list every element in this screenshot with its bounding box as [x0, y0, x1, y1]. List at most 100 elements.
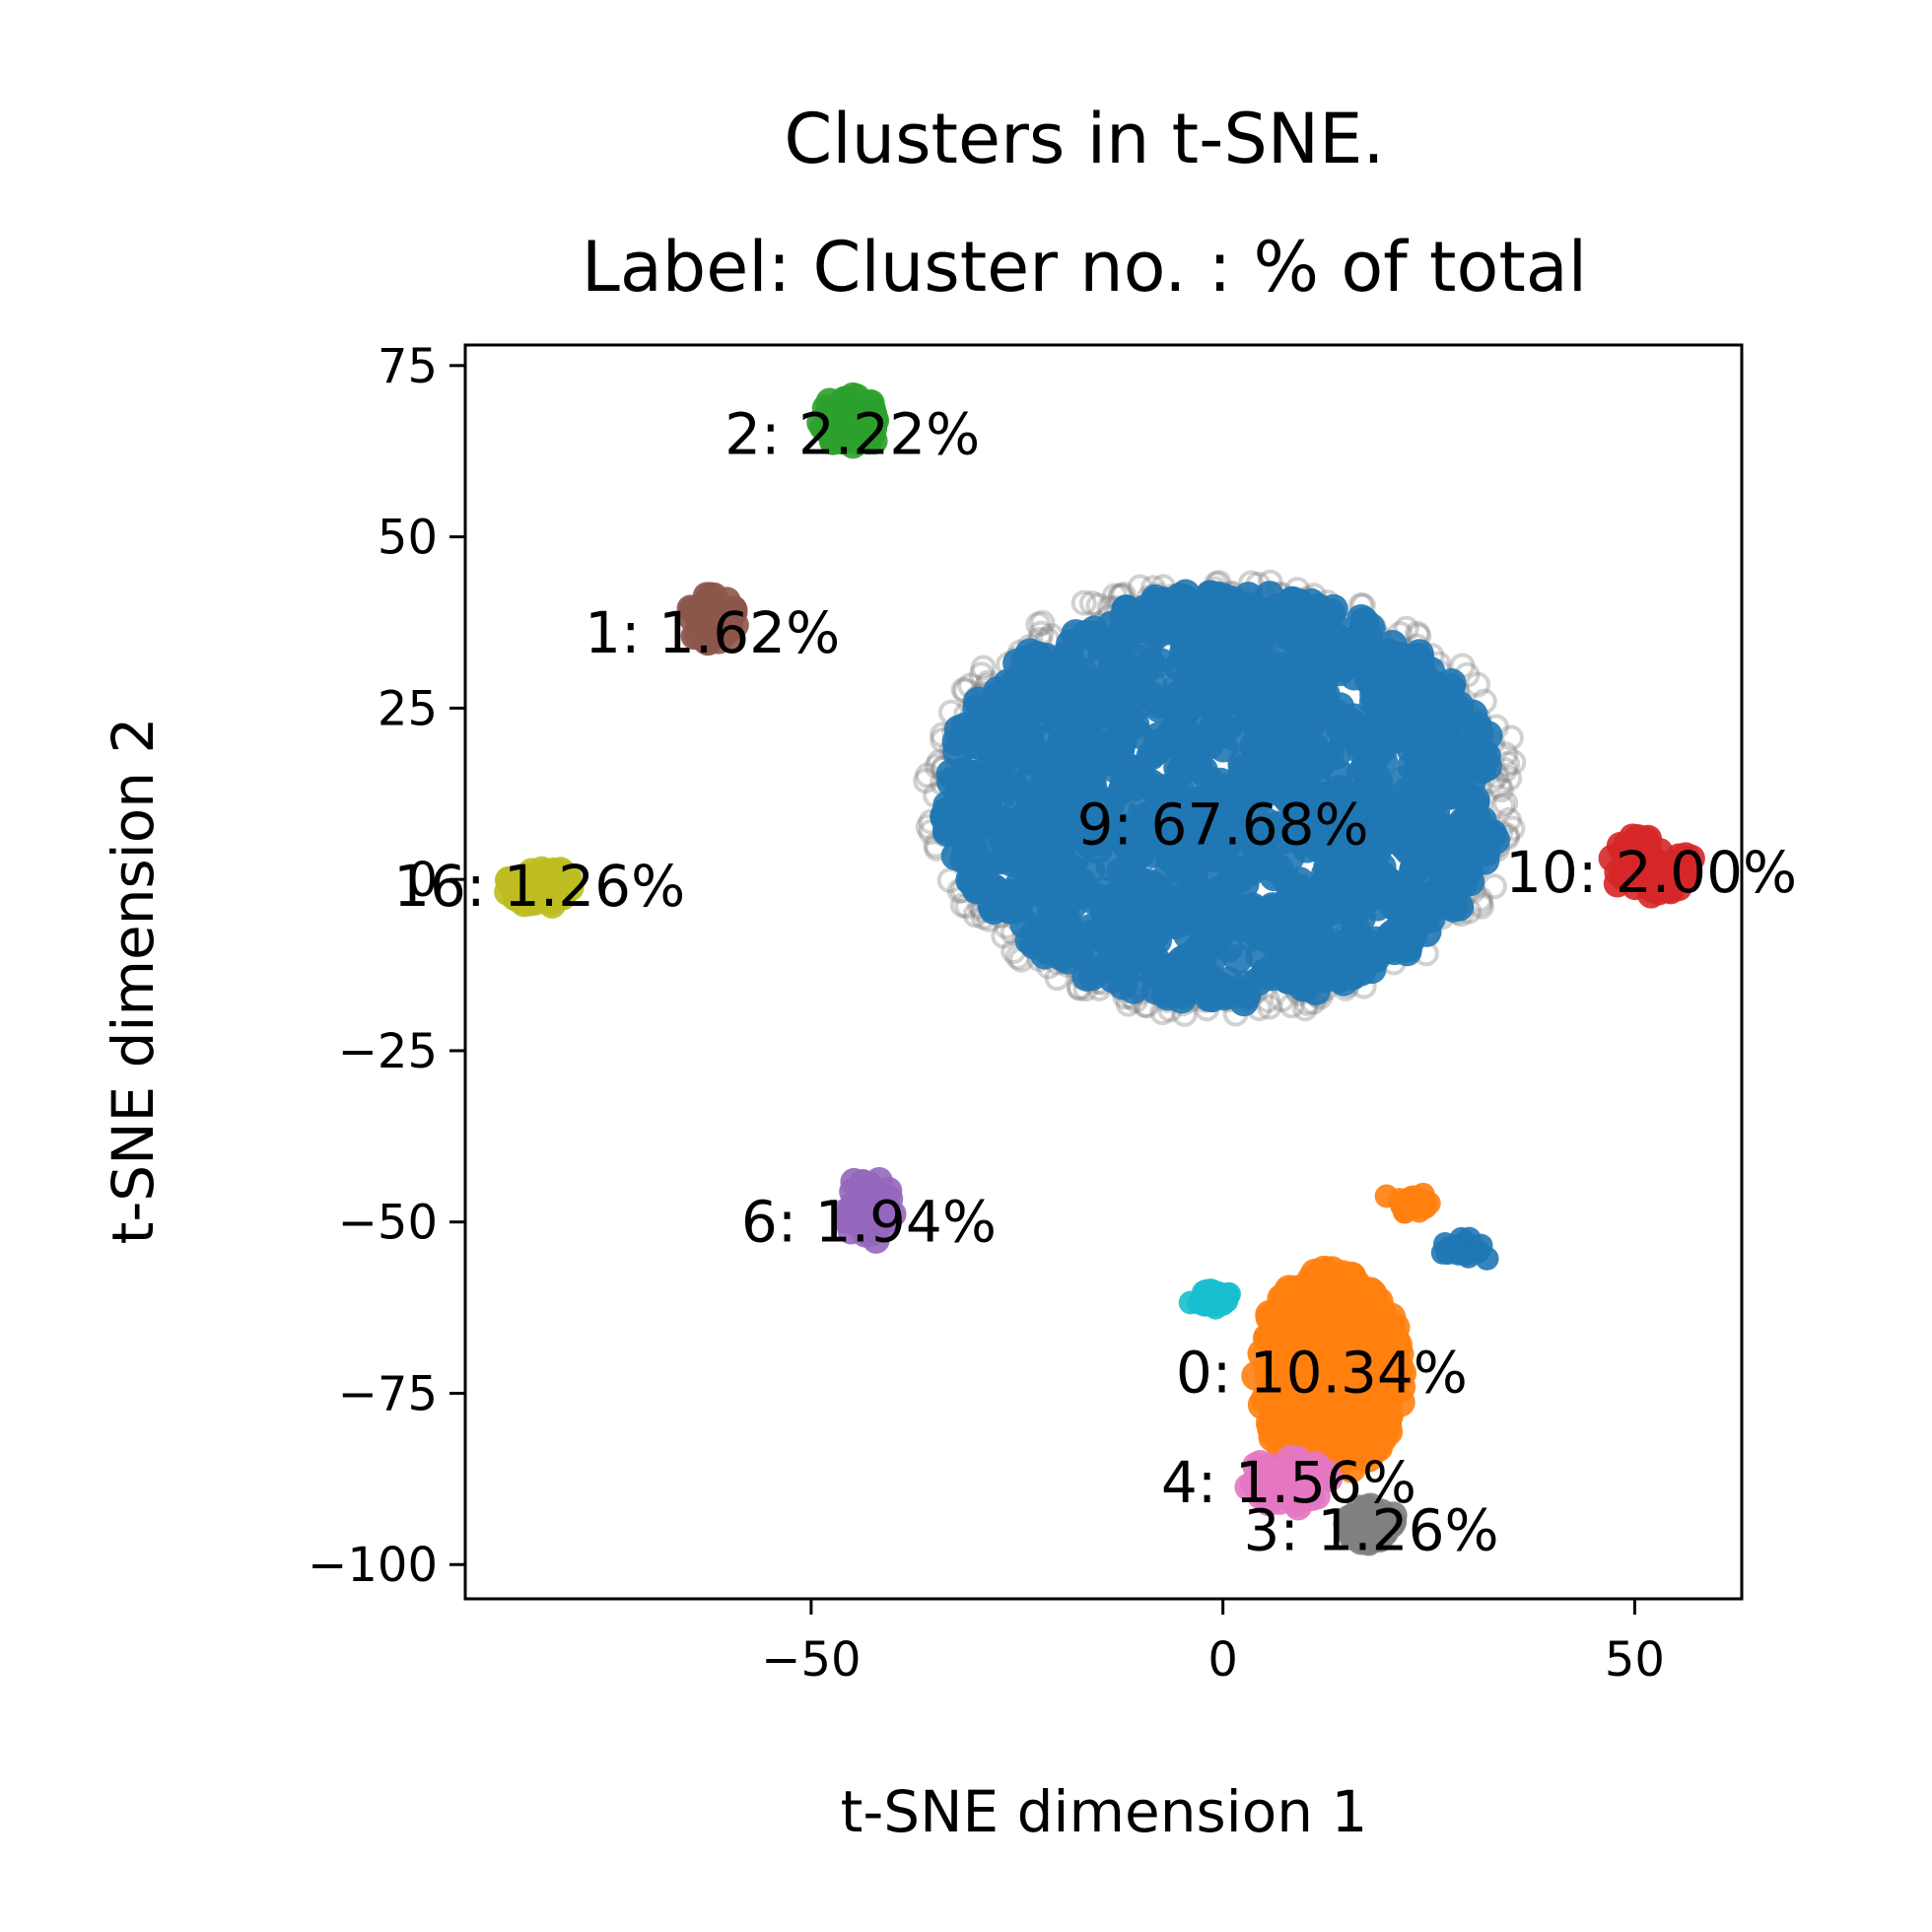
cluster-point — [1275, 726, 1305, 757]
cluster-point — [1301, 1364, 1332, 1395]
cluster-point — [1026, 809, 1057, 840]
noise-point — [1256, 994, 1282, 1020]
cluster-point — [1463, 750, 1493, 781]
cluster-point — [997, 833, 1027, 863]
y-tick-label: −50 — [338, 1196, 438, 1251]
cluster-point — [1418, 893, 1449, 924]
x-axis-label: t-SNE dimension 1 — [841, 1778, 1368, 1845]
cluster-point — [1205, 903, 1235, 933]
cluster-label-6: 6: 1.94% — [741, 1189, 997, 1256]
cluster-point — [1395, 926, 1425, 956]
cluster-point — [1041, 652, 1071, 682]
noise-point — [1029, 609, 1056, 636]
noise-point — [1393, 615, 1419, 642]
cluster-point — [1163, 680, 1194, 711]
cluster-point — [1284, 866, 1315, 897]
cluster-label-1: 1: 1.62% — [585, 599, 840, 666]
cluster-point — [1206, 1280, 1230, 1305]
cluster-point — [1355, 612, 1386, 643]
cluster-point — [1335, 784, 1365, 814]
cluster-point — [1302, 679, 1333, 710]
chart-subtitle: Label: Cluster no. : % of total — [582, 227, 1587, 308]
cluster-point — [1354, 799, 1385, 830]
cluster-point — [1361, 859, 1392, 889]
cluster-point — [1090, 920, 1121, 950]
cluster-point — [1284, 1309, 1315, 1340]
noise-point — [1025, 611, 1052, 638]
cluster-label-2: 2: 2.22% — [724, 400, 980, 467]
cluster-point — [1291, 1423, 1322, 1454]
cluster-labels-layer: 9: 67.68% 0: 10.34% 2: 2.22% 1: 1.62% 16: 1.… — [393, 400, 1797, 1563]
cluster-point — [707, 600, 735, 629]
cluster-point — [1234, 1473, 1263, 1501]
cluster-point — [1297, 943, 1328, 974]
cluster-point — [1362, 764, 1393, 794]
cluster-point — [1295, 1284, 1326, 1315]
cluster-point — [1357, 1335, 1388, 1365]
cluster-point — [1058, 817, 1088, 848]
cluster-point — [1243, 834, 1274, 864]
cluster-point — [1310, 742, 1341, 773]
y-tick-label: −75 — [338, 1366, 438, 1421]
cluster-point — [1208, 583, 1239, 613]
cluster-point — [1215, 672, 1246, 703]
cluster-point — [1036, 917, 1067, 947]
cluster-point — [1123, 840, 1153, 870]
cluster-point — [1142, 926, 1173, 956]
cluster-point — [1246, 1449, 1275, 1478]
cluster-point — [1178, 733, 1208, 764]
cluster-point — [1213, 966, 1244, 997]
cluster-point — [855, 416, 883, 445]
cluster-point — [959, 812, 990, 843]
cluster-point — [1348, 733, 1379, 764]
cluster-point — [1119, 974, 1149, 1004]
cluster-point — [982, 721, 1012, 751]
x-tick-label: −50 — [761, 1632, 861, 1688]
cluster-point — [1067, 867, 1097, 898]
noise-point — [1492, 790, 1519, 816]
cluster-point — [1143, 722, 1174, 752]
cluster-point — [1619, 828, 1647, 857]
cluster-point — [1163, 795, 1194, 826]
cluster-point — [1017, 651, 1048, 681]
cluster-point — [1004, 736, 1035, 767]
cluster-point — [1300, 976, 1331, 1006]
cluster-point — [1132, 874, 1162, 905]
cluster-point — [950, 718, 981, 748]
noise-point — [970, 655, 997, 681]
cluster-point — [1269, 1283, 1299, 1314]
cluster-point — [1436, 668, 1467, 699]
cluster-point — [1089, 952, 1120, 983]
cluster-point — [1320, 647, 1350, 677]
cluster-point — [1152, 981, 1183, 1011]
cluster-point — [1256, 1321, 1286, 1351]
cluster-point — [500, 881, 528, 910]
noise-point — [968, 661, 995, 688]
cluster-point — [1257, 1371, 1287, 1402]
cluster-point — [872, 1210, 901, 1239]
cluster-point — [1020, 857, 1051, 887]
cluster-point — [1164, 596, 1195, 627]
cluster-point — [1275, 1484, 1303, 1512]
x-tick-label: 0 — [1208, 1632, 1238, 1688]
cluster-point — [1424, 733, 1455, 764]
cluster-point — [1083, 693, 1114, 724]
cluster-point — [1165, 869, 1196, 900]
noise-point — [1070, 589, 1097, 616]
cluster-point — [1320, 1426, 1350, 1457]
cluster-label-4: 4: 1.56% — [1161, 1449, 1416, 1516]
cluster-point — [1265, 766, 1295, 796]
cluster-point — [1339, 1523, 1367, 1552]
noise-point — [1488, 777, 1515, 803]
cluster-point — [1156, 952, 1187, 983]
plot-area-frame — [463, 343, 1744, 1601]
cluster-point — [1409, 802, 1439, 833]
cluster-point — [1270, 673, 1300, 704]
cluster-point — [831, 1198, 860, 1226]
noise-point — [1465, 671, 1491, 698]
cluster-point — [1122, 644, 1152, 674]
cluster-point — [1178, 939, 1208, 970]
cluster-point — [1460, 785, 1490, 815]
cluster-point — [969, 782, 1000, 812]
